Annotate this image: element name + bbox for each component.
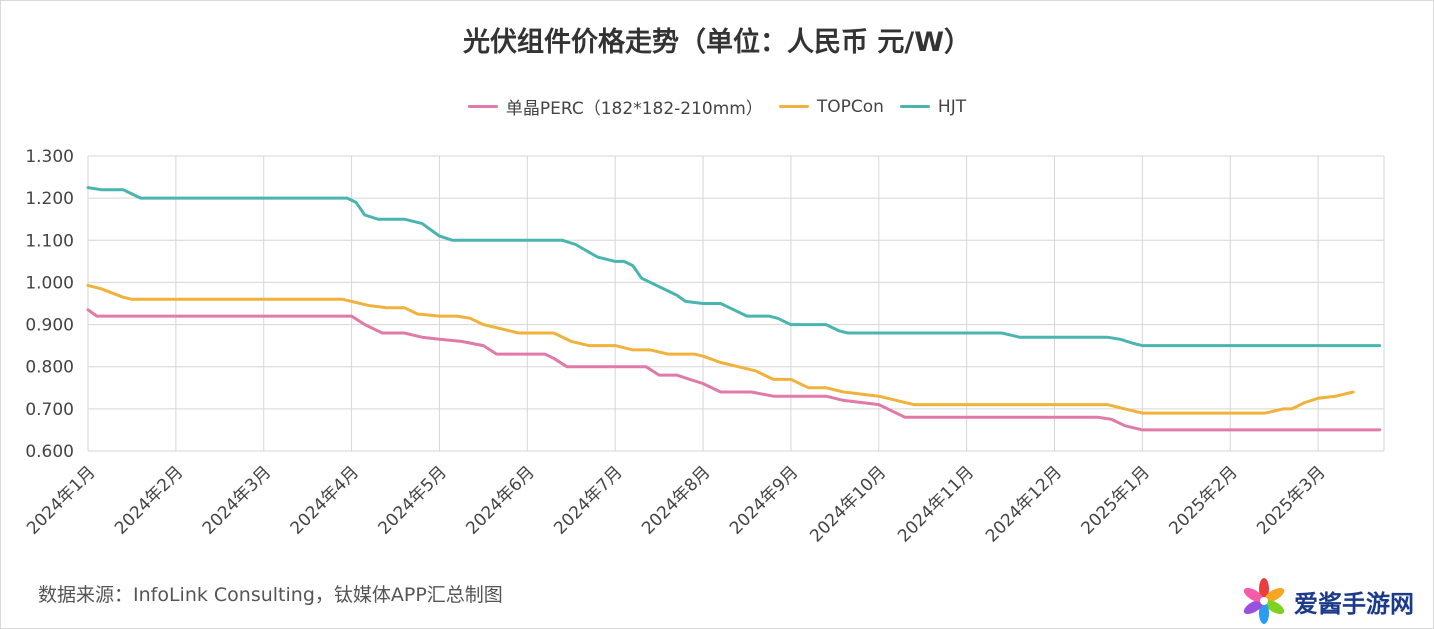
y-tick-label: 0.800 xyxy=(25,358,74,378)
watermark-text: 爱酱手游网 xyxy=(1294,589,1414,618)
y-tick-label: 0.700 xyxy=(25,400,74,420)
x-tick-label: 2024年1月 xyxy=(23,462,99,538)
legend: 单晶PERC（182*182-210mm） TOPCon HJT xyxy=(0,94,1434,119)
logo-petal xyxy=(1243,588,1264,602)
series-line-hjt xyxy=(86,186,1382,348)
logo-petal xyxy=(1259,578,1269,600)
source-note: 数据来源：InfoLink Consulting，钛媒体APP汇总制图 xyxy=(38,584,503,606)
x-tick-label: 2024年6月 xyxy=(462,462,538,538)
logo-petal xyxy=(1264,588,1285,602)
legend-item-hjt[interactable]: HJT xyxy=(899,96,967,117)
legend-label-perc: 单晶PERC（182*182-210mm） xyxy=(505,99,763,119)
x-tick-label: 2024年11月 xyxy=(894,462,978,546)
x-tick-label: 2024年5月 xyxy=(375,462,451,538)
logo-petal xyxy=(1264,600,1285,614)
y-tick-label: 1.100 xyxy=(25,231,74,251)
y-tick-label: 0.600 xyxy=(25,442,74,462)
x-tick-label: 2024年4月 xyxy=(287,462,363,538)
x-tick-label: 2024年7月 xyxy=(550,462,626,538)
legend-swatch-perc xyxy=(467,105,498,108)
legend-swatch-topcon xyxy=(778,105,809,108)
legend-swatch-hjt xyxy=(899,105,930,108)
series-line-topcon xyxy=(86,283,1355,415)
x-tick-label: 2024年2月 xyxy=(111,462,187,538)
y-tick-label: 0.900 xyxy=(25,316,74,336)
x-tick-label: 2024年10月 xyxy=(806,462,890,546)
legend-item-perc[interactable]: 单晶PERC（182*182-210mm） xyxy=(467,94,763,119)
x-tick-label: 2025年1月 xyxy=(1077,462,1153,538)
y-tick-label: 1.300 xyxy=(25,147,74,167)
y-tick-label: 1.200 xyxy=(25,189,74,209)
logo-center xyxy=(1260,597,1268,605)
legend-label-hjt: HJT xyxy=(937,96,967,117)
logo-petal xyxy=(1243,600,1264,614)
x-tick-label: 2025年3月 xyxy=(1253,462,1329,538)
x-tick-label: 2024年12月 xyxy=(982,462,1066,546)
x-tick-label: 2024年3月 xyxy=(199,462,275,538)
watermark: 爱酱手游网 xyxy=(1240,575,1430,627)
chart-title: 光伏组件价格走势（单位：人民币 元/W） xyxy=(462,27,972,58)
y-tick-label: 1.000 xyxy=(25,273,74,293)
series-line-perc xyxy=(86,308,1382,432)
axis-labels: 1.300 1.200 1.100 1.000 0.900 0.800 0.700 0.600… xyxy=(23,147,1330,546)
flower-logo-icon xyxy=(1243,578,1285,624)
x-tick-label: 2024年8月 xyxy=(638,462,714,538)
series-lines xyxy=(86,186,1382,432)
legend-item-topcon[interactable]: TOPCon xyxy=(778,96,884,117)
logo-petal xyxy=(1259,602,1269,624)
x-tick-label: 2025年2月 xyxy=(1165,462,1241,538)
legend-label-topcon: TOPCon xyxy=(816,96,884,117)
x-tick-label: 2024年9月 xyxy=(726,462,802,538)
grid xyxy=(87,155,1385,452)
